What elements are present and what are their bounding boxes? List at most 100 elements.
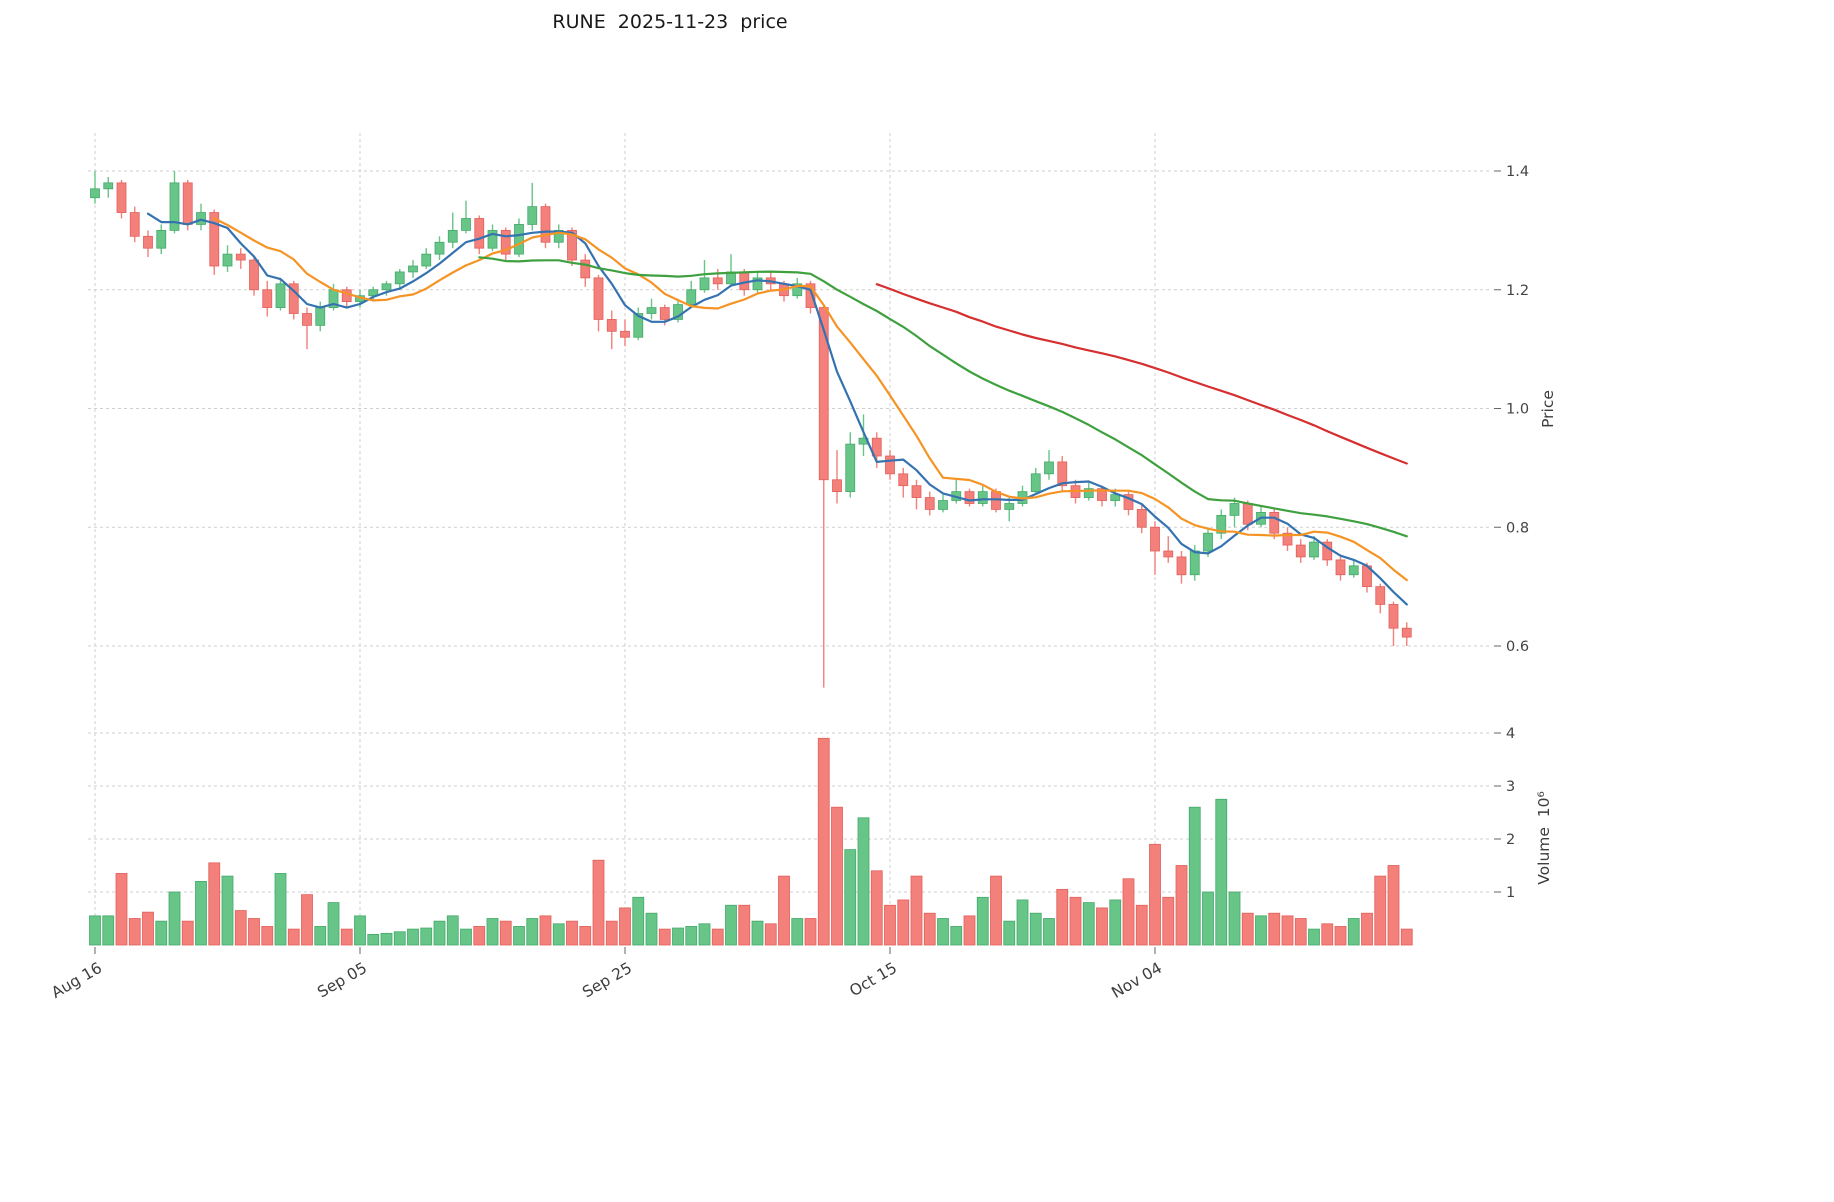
candle-body [1203,532,1213,552]
volume-bar [102,915,115,946]
candle [885,450,895,480]
volume-bar [168,891,181,946]
volume-bar [115,873,128,946]
candle [1097,485,1107,507]
volume-bar [367,934,380,946]
candle-body [527,206,538,225]
candle-body [1123,494,1134,510]
candle [712,268,723,290]
candle-body [1150,526,1160,552]
candle [898,467,909,498]
candle-body [1083,488,1094,498]
candle [646,298,657,320]
date-tick-label: Nov 04 [1108,959,1165,1002]
volume-bar [1361,912,1373,946]
ma-line-sma60 [875,283,1408,465]
candle [938,494,948,513]
volume-bar [1387,865,1400,946]
candle [1163,536,1174,563]
candle [1123,491,1134,516]
volume-bar [1308,928,1320,946]
candle [1269,509,1280,540]
candle-body [1216,514,1227,534]
volume-bar [221,875,234,946]
candle [368,286,379,302]
volume-bar [738,904,751,946]
candle-body [1030,473,1041,493]
candle-body [1375,586,1386,605]
candle-body [633,313,644,338]
volume-bar [923,912,936,946]
volume-bar [566,920,578,946]
candle [726,254,736,287]
candle [1203,527,1213,557]
candle-body [182,182,193,225]
candle-body [924,497,935,510]
candle-body [1309,541,1319,558]
volume-bar [1003,920,1016,946]
volume-bar [910,875,923,946]
volume-bar [327,902,340,946]
candle-body [1348,565,1359,576]
volume-bar [632,896,645,946]
chart-title: RUNE 2025-11-23 price [552,11,788,33]
candle-body [712,277,723,285]
candle-body [805,283,816,308]
volume-bar [1096,907,1108,946]
candle-body [1004,503,1015,510]
volume-bar [1056,888,1069,946]
candle [858,414,869,456]
volume-bar [539,915,552,946]
candle-body [540,206,551,243]
volume-bar [1122,878,1135,946]
candle [288,280,299,320]
candle-body [129,212,140,237]
ma-line-sma5 [146,212,1408,606]
volume-bar [287,928,300,946]
candle-body [116,182,127,213]
volume-bar [870,870,883,946]
candle-body [461,218,471,231]
candle [222,245,233,272]
candle-body [514,224,524,255]
price-tick-label: 1.0 [1506,402,1529,418]
volume-bar [831,806,843,946]
candle-body [792,283,803,297]
candle [421,248,432,269]
volume-bar [1069,896,1082,946]
price-tick-label: 0.8 [1506,520,1529,536]
candles [90,171,1412,688]
candle [1004,497,1015,522]
volume-bar [155,920,168,946]
volume-bar [234,910,247,946]
candle-body [832,479,842,493]
candle-body [209,212,220,267]
candle [752,271,763,293]
volume-bar [513,926,525,946]
volume-bar [486,918,499,946]
volume-bar [645,912,658,946]
candle-body [1189,550,1200,576]
candle [633,307,644,341]
candle [699,260,710,293]
candle-body [871,437,882,457]
candle-body [302,313,312,326]
volume-bar [976,896,989,946]
candle [606,310,617,350]
candle-body [553,229,564,243]
candle-body [818,307,829,481]
volume-bar [473,926,486,946]
volume-bar [897,899,910,946]
volume-bar [128,918,141,946]
date-tick-label: Sep 05 [314,959,370,1002]
volume-bar [1228,891,1241,946]
volume-bar [751,920,764,946]
volume-bar [579,926,592,946]
candle-body [447,229,458,243]
candle [156,224,167,255]
volume-bar [778,875,790,946]
price-tick-label: 1.2 [1506,283,1529,299]
volume-bar [181,920,194,946]
